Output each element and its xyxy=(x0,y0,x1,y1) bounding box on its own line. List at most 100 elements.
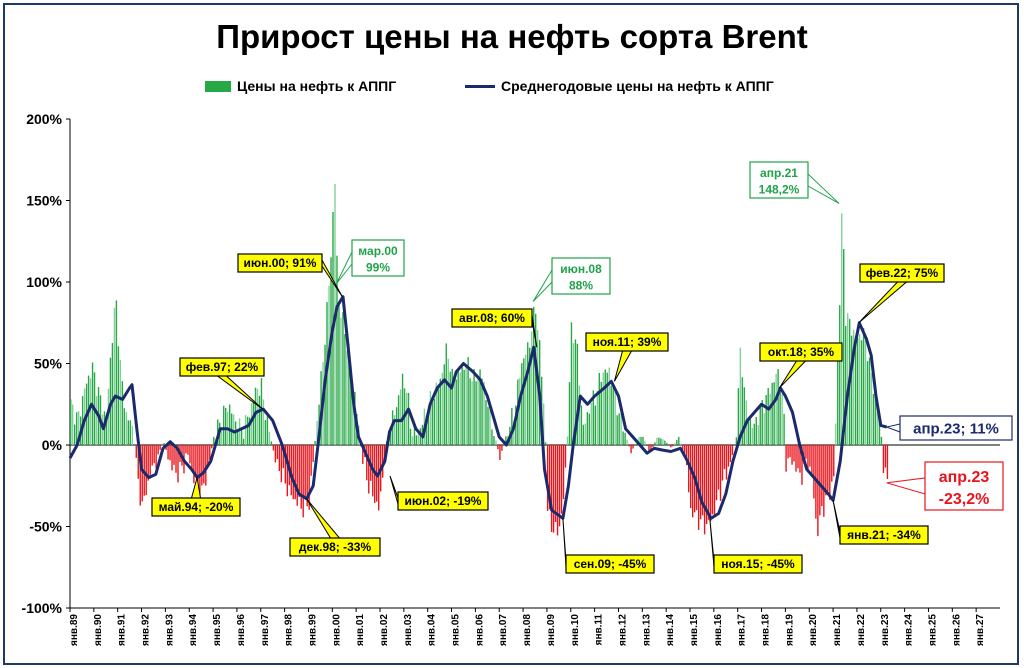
legend-line-swatch xyxy=(465,84,495,88)
bar xyxy=(173,445,175,465)
bar xyxy=(501,445,503,451)
bar xyxy=(852,329,855,445)
bar xyxy=(874,395,877,445)
callout-pointer xyxy=(779,360,807,389)
bar xyxy=(529,347,531,445)
x-tick-label: янв.19 xyxy=(784,614,795,646)
bar xyxy=(163,443,165,445)
y-tick-label: 150% xyxy=(26,193,62,209)
bar xyxy=(535,313,537,445)
callout-pointer xyxy=(335,251,353,284)
callout-pointer xyxy=(389,475,399,505)
bar xyxy=(652,445,654,447)
bar xyxy=(342,312,344,445)
bar xyxy=(95,396,98,445)
bar xyxy=(314,440,316,445)
bar xyxy=(223,405,225,445)
bar xyxy=(628,445,630,447)
bar xyxy=(425,416,428,445)
bar xyxy=(527,342,529,445)
bar xyxy=(640,436,642,445)
bar xyxy=(544,442,547,445)
bar xyxy=(731,445,734,456)
callout-pointer xyxy=(709,518,715,568)
bar xyxy=(153,445,155,464)
bar xyxy=(352,383,354,445)
x-tick-label: янв.03 xyxy=(403,614,414,646)
bar xyxy=(149,445,151,479)
y-tick-label: -50% xyxy=(29,519,62,535)
bar xyxy=(622,431,624,445)
bar xyxy=(268,431,271,445)
bar xyxy=(477,377,479,445)
bar xyxy=(177,445,179,483)
bar xyxy=(493,435,495,445)
bar xyxy=(232,414,235,445)
bar xyxy=(73,424,76,445)
bar xyxy=(324,344,326,445)
bar xyxy=(670,445,672,448)
bar xyxy=(459,372,461,445)
bar xyxy=(630,445,632,454)
bar xyxy=(723,445,726,470)
bar xyxy=(157,445,159,455)
x-tick-label: янв.24 xyxy=(904,614,915,646)
bar xyxy=(542,403,545,445)
bar xyxy=(89,378,92,445)
callout-pointer xyxy=(613,350,633,382)
bar xyxy=(717,445,720,490)
bar xyxy=(449,371,451,445)
bar xyxy=(350,366,352,445)
callout-box xyxy=(585,332,669,352)
bar xyxy=(201,445,203,486)
bar xyxy=(207,445,209,466)
x-tick-label: янв.90 xyxy=(93,614,104,646)
callout-label: апр.23; 11% xyxy=(913,420,999,437)
bar xyxy=(77,411,80,445)
bar xyxy=(656,437,658,445)
bar xyxy=(312,445,314,462)
bar xyxy=(213,436,215,445)
bar xyxy=(809,445,811,467)
bar xyxy=(115,300,118,445)
bar xyxy=(300,445,302,509)
bar xyxy=(688,445,690,493)
bar xyxy=(336,255,338,445)
bar xyxy=(123,408,126,445)
bar xyxy=(682,445,684,451)
bar xyxy=(187,445,189,455)
bar xyxy=(854,335,857,445)
bar xyxy=(429,391,432,445)
bar xyxy=(779,391,781,445)
x-tick-label: янв.15 xyxy=(689,614,700,646)
bar xyxy=(111,343,114,445)
x-tick-label: янв.11 xyxy=(594,614,605,646)
bar xyxy=(829,445,831,500)
bar xyxy=(258,395,261,445)
bar xyxy=(523,358,525,445)
bar xyxy=(785,445,787,472)
bar xyxy=(197,445,199,486)
bar xyxy=(455,379,457,445)
bar xyxy=(145,445,147,496)
x-tick-label: янв.02 xyxy=(379,614,390,646)
legend-bars: Цены на нефть к АППГ xyxy=(205,78,396,94)
bar xyxy=(151,445,153,466)
bar xyxy=(556,445,559,536)
bar xyxy=(876,411,879,445)
callout-value: -23,2% xyxy=(939,491,990,508)
bar xyxy=(286,445,288,497)
bar xyxy=(618,413,620,445)
x-tick-label: янв.05 xyxy=(451,614,462,646)
bar xyxy=(833,445,835,477)
bar xyxy=(381,445,384,478)
bar xyxy=(81,396,84,445)
bar xyxy=(252,400,255,445)
bar xyxy=(445,343,447,445)
bar xyxy=(344,334,346,445)
bar xyxy=(624,432,626,445)
bar xyxy=(755,416,757,445)
bar xyxy=(290,445,292,496)
bar xyxy=(240,430,243,445)
legend-bars-label: Цены на нефть к АППГ xyxy=(237,78,397,94)
